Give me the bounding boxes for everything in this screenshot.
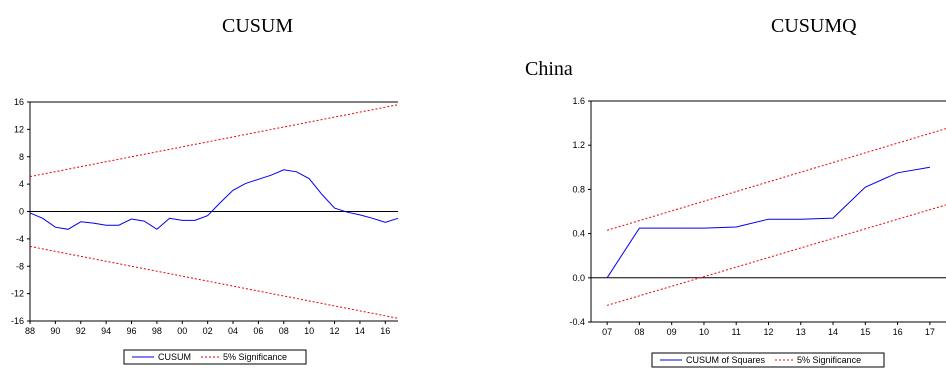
cusumq-y-tick-label: -0.4 [569, 317, 585, 327]
cusum-y-tick-label: -12 [11, 289, 24, 299]
cusumq-x-tick-label: 15 [860, 327, 870, 337]
cusum-x-tick-label: 04 [228, 326, 238, 336]
cusum-y-tick-label: 12 [14, 124, 24, 134]
cusumq-x-tick-label: 08 [634, 327, 644, 337]
cusum-significance-line-1 [29, 104, 399, 178]
chart-title-cusumq: CUSUMQ [771, 15, 857, 37]
cusumq-legend-label-significance: 5% Significance [797, 355, 861, 365]
cusum-x-tick-label: 92 [76, 326, 86, 336]
cusum-y-tick-label: -4 [16, 234, 24, 244]
cusum-legend-label-series: CUSUM [158, 352, 191, 362]
cusum-y-tick-label: 8 [19, 152, 24, 162]
cusumq-y-tick-label: 1.6 [572, 96, 585, 106]
cusum-x-tick-label: 06 [253, 326, 263, 336]
cusumq-x-tick-label: 16 [893, 327, 903, 337]
cusumq-y-tick-label: 1.2 [572, 140, 585, 150]
cusumq-x-tick-label: 09 [667, 327, 677, 337]
cusum-x-tick-label: 98 [152, 326, 162, 336]
cusumq-x-tick-label: 17 [925, 327, 935, 337]
cusum-x-tick-label: 14 [355, 326, 365, 336]
cusumq-y-tick-label: 0.0 [572, 273, 585, 283]
cusum-series-line [29, 169, 399, 230]
cusum-x-tick-label: 90 [50, 326, 60, 336]
cusumq-significance-line-1 [606, 128, 946, 231]
country-label: China [525, 58, 573, 80]
cusumq-legend-label-series: CUSUM of Squares [686, 355, 766, 365]
cusumq-x-tick-label: 11 [732, 327, 741, 337]
cusum-y-tick-label: 4 [19, 179, 24, 189]
cusum-y-tick-label: -8 [16, 261, 24, 271]
cusum-y-tick-label: 16 [14, 97, 24, 107]
cusum-x-tick-label: 88 [25, 326, 35, 336]
cusumq-series-line [606, 166, 930, 279]
cusumq-y-tick-label: 0.4 [572, 229, 585, 239]
cusumq-x-tick-label: 14 [828, 327, 838, 337]
cusum-significance-line-2 [29, 245, 399, 319]
cusumq-x-tick-label: 12 [763, 327, 773, 337]
cusum-x-tick-label: 16 [380, 326, 390, 336]
cusumq-x-tick-label: 07 [602, 327, 612, 337]
cusum-legend-label-significance: 5% Significance [223, 352, 287, 362]
cusumq-legend-box [651, 352, 885, 368]
cusum-x-tick-label: 12 [330, 326, 340, 336]
cusum-x-tick-label: 10 [304, 326, 314, 336]
cusum-x-tick-label: 02 [203, 326, 213, 336]
cusumq-x-tick-label: 13 [796, 327, 806, 337]
cusum-x-tick-label: 94 [101, 326, 111, 336]
cusum-y-tick-label: -16 [11, 316, 24, 326]
cusum-y-tick-label: 0 [19, 207, 24, 217]
cusumq-significance-line-2 [606, 204, 946, 306]
cusum-x-tick-label: 08 [279, 326, 289, 336]
chart-title-cusum: CUSUM [222, 15, 294, 37]
cusumq-x-tick-label: 10 [699, 327, 709, 337]
cusumq-y-tick-label: 0.8 [572, 184, 585, 194]
cusum-x-tick-label: 96 [127, 326, 137, 336]
cusum-x-tick-label: 00 [177, 326, 187, 336]
